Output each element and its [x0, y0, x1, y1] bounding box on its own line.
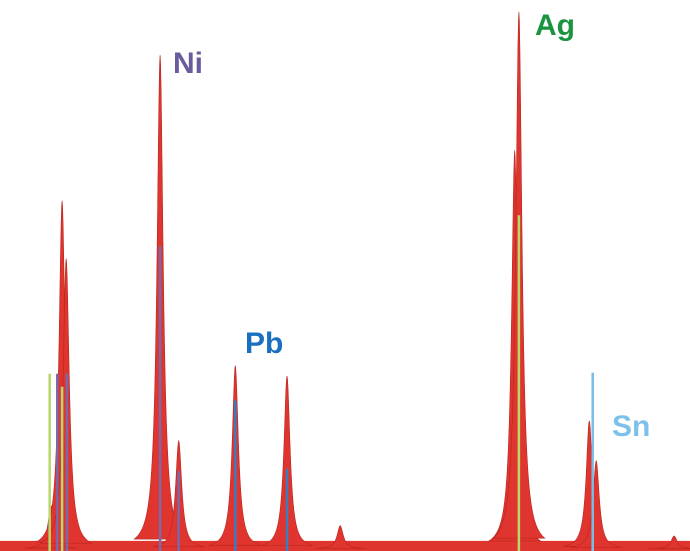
peak: [570, 459, 623, 548]
peak: [314, 525, 367, 549]
peak: [260, 375, 314, 546]
peak: [563, 420, 616, 547]
element-label: Pb: [245, 327, 283, 360]
element-label: Ag: [535, 9, 575, 42]
element-label: Sn: [612, 410, 650, 443]
element-label: Ni: [173, 47, 203, 80]
peak: [648, 535, 690, 549]
